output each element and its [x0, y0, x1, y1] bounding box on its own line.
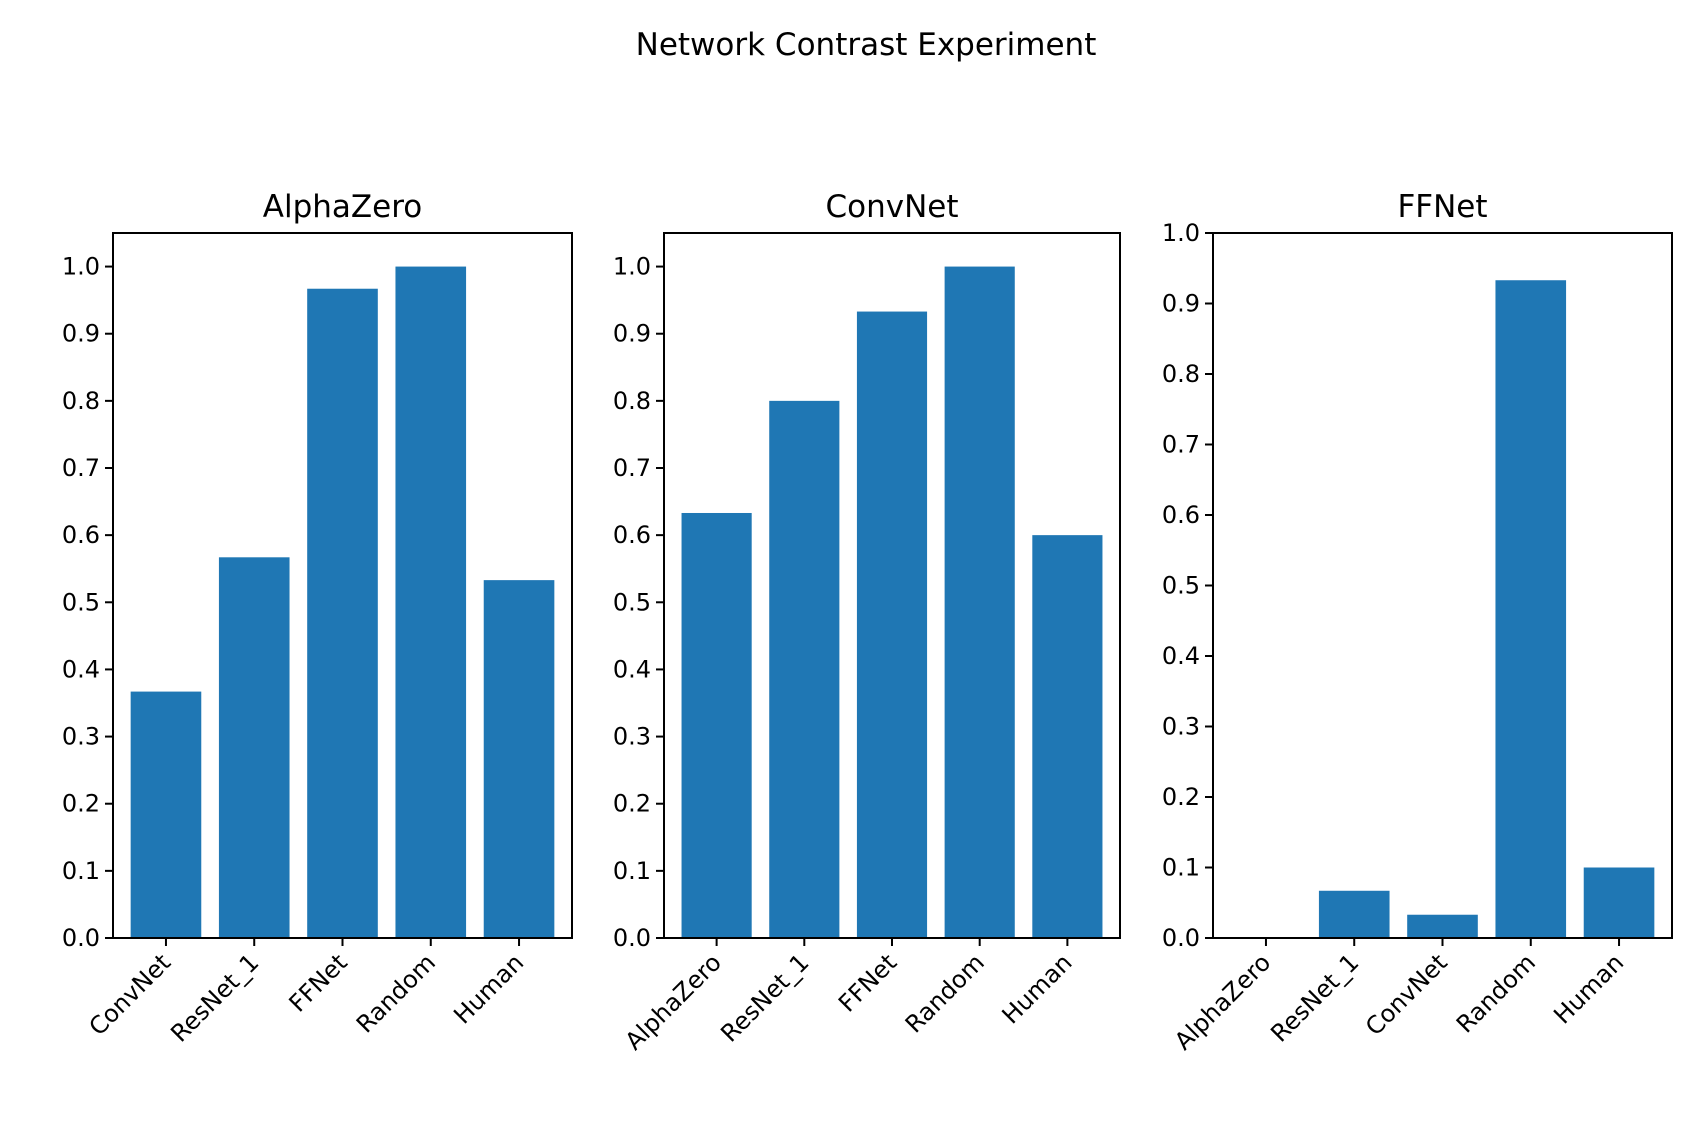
subplot-panels: AlphaZero 0.0 0.1 0.2 0.3 0.4 0.5 0.6 0.7 0.8 0.9 1…: [62, 189, 1673, 1056]
subplot-title: AlphaZero: [263, 189, 422, 225]
bar-alphazero: [681, 512, 752, 938]
bar-human: [1583, 867, 1655, 938]
y-tick-label: 0.9: [1162, 290, 1200, 318]
y-tick-label: 0.9: [62, 320, 100, 348]
y-tick-label: 0.6: [1162, 501, 1200, 529]
bar-human: [483, 580, 555, 938]
axes-frame: [663, 232, 1121, 939]
bar-resnet-1: [218, 557, 290, 938]
y-tick-label: 0.1: [1162, 854, 1200, 882]
subplot-title: FFNet: [1397, 189, 1487, 225]
y-tick-label: 0.9: [613, 320, 651, 348]
y-tick-label: 0.1: [62, 857, 100, 885]
y-tick-label: 0.5: [62, 588, 100, 616]
y-axis: 0.0 0.1 0.2 0.3 0.4 0.5 0.6 0.7 0.8 0.9 1.0: [613, 253, 664, 952]
y-tick-label: 0.8: [1162, 360, 1200, 388]
bar-ffnet: [307, 288, 378, 938]
bar-random: [1495, 280, 1567, 938]
y-tick-label: 0.7: [1162, 431, 1200, 459]
bar-convnet: [1407, 914, 1478, 938]
subplot-title: ConvNet: [825, 189, 958, 225]
y-tick-label: 0.5: [1162, 572, 1200, 600]
y-axis: 0.0 0.1 0.2 0.3 0.4 0.5 0.6 0.7 0.8 0.9 1.0: [1162, 219, 1213, 952]
bar-random: [395, 266, 467, 939]
y-tick-label: 0.4: [1162, 642, 1200, 670]
y-tick-label: 0.2: [62, 790, 100, 818]
bar-convnet: [130, 691, 202, 938]
bar-series: [681, 266, 1103, 939]
bar-resnet-1: [1318, 890, 1390, 938]
y-axis: 0.0 0.1 0.2 0.3 0.4 0.5 0.6 0.7 0.8 0.9 1.0: [62, 253, 113, 952]
y-tick-label: 0.2: [613, 790, 651, 818]
bar-series: [1318, 280, 1655, 938]
y-tick-label: 0.0: [1162, 924, 1200, 952]
y-tick-label: 0.5: [613, 588, 651, 616]
y-tick-label: 0.2: [1162, 783, 1200, 811]
y-tick-label: 0.7: [613, 454, 651, 482]
y-tick-label: 0.7: [62, 454, 100, 482]
y-tick-label: 1.0: [613, 253, 651, 281]
y-tick-label: 0.8: [613, 387, 651, 415]
y-tick-label: 0.6: [62, 521, 100, 549]
y-tick-label: 1.0: [1162, 219, 1200, 247]
bar-resnet-1: [769, 400, 840, 938]
y-tick-label: 0.3: [1162, 713, 1200, 741]
bar-human: [1032, 535, 1103, 938]
y-tick-label: 0.8: [62, 387, 100, 415]
y-tick-label: 0.0: [613, 924, 651, 952]
bar-ffnet: [856, 311, 928, 938]
y-tick-label: 0.1: [613, 857, 651, 885]
y-tick-label: 0.3: [62, 723, 100, 751]
bar-series: [130, 266, 555, 939]
bar-random: [944, 266, 1015, 939]
axes-frame: [1212, 232, 1673, 939]
y-tick-label: 0.0: [62, 924, 100, 952]
figure-suptitle: Network Contrast Experiment: [636, 27, 1097, 63]
axes-frame: [112, 232, 573, 939]
y-tick-label: 0.3: [613, 723, 651, 751]
y-tick-label: 0.4: [62, 655, 100, 683]
y-tick-label: 0.6: [613, 521, 651, 549]
y-tick-label: 1.0: [62, 253, 100, 281]
y-tick-label: 0.4: [613, 655, 651, 683]
